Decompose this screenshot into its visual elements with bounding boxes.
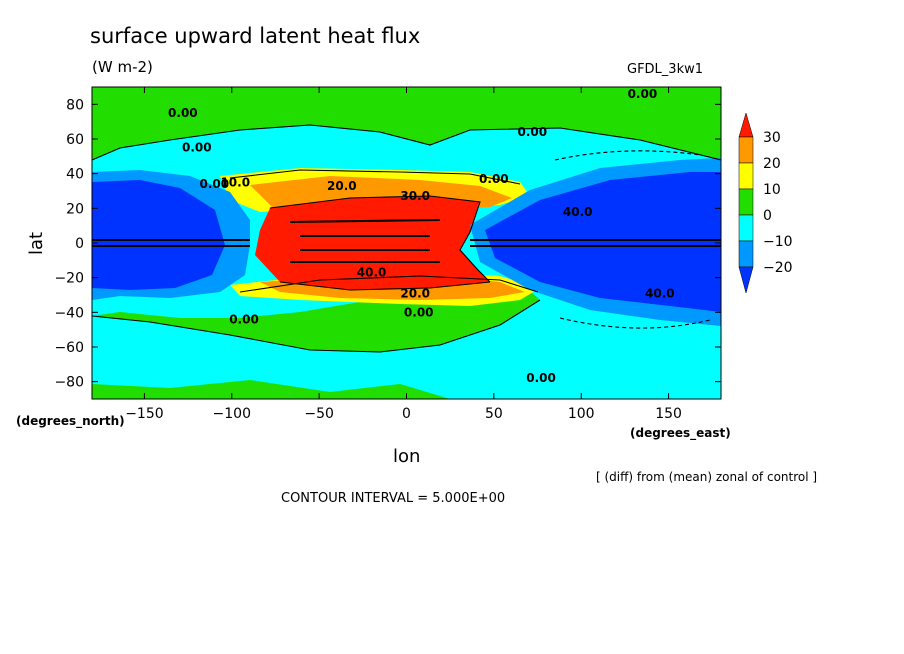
diff-annotation: [ (diff) from (mean) zonal of control ] — [596, 470, 818, 484]
y-axis-units: (degrees_north) — [16, 414, 125, 428]
contour-region-green-antarctic — [92, 380, 450, 399]
contour-label: 10.0 — [220, 175, 250, 189]
contour-label: 40.0 — [357, 265, 387, 279]
y-tick-label: −60 — [54, 340, 84, 356]
x-axis-units: (degrees_east) — [630, 426, 731, 440]
colorbar-swatch — [738, 214, 754, 242]
y-tick-label: 40 — [66, 167, 84, 183]
contour-region-darkblue-east — [485, 172, 721, 312]
y-tick-label: −20 — [54, 271, 84, 287]
x-tick-label: 150 — [655, 406, 682, 422]
x-axis-label: lon — [393, 446, 421, 467]
contour-lines — [92, 124, 721, 353]
y-tick-label: 60 — [66, 132, 84, 148]
x-axis-ticks: −150 −100 −50 0 50 100 150 — [125, 87, 682, 422]
y-axis-ticks: 80 60 40 20 0 −20 −40 −60 −80 — [54, 97, 721, 391]
dense-contours — [92, 219, 721, 263]
chart-title: surface upward latent heat flux — [90, 24, 421, 48]
contour-label: 20.0 — [400, 286, 430, 300]
y-tick-label: 0 — [75, 236, 84, 252]
y-tick-label: −40 — [54, 305, 84, 321]
model-label: GFDL_3kw1 — [627, 62, 704, 77]
contour-label: 0.00 — [479, 172, 509, 186]
colorbar-label: −20 — [763, 260, 793, 276]
x-tick-label: 50 — [485, 406, 503, 422]
contour-region-darkblue-west — [92, 180, 225, 290]
colorbar-swatch — [738, 136, 754, 164]
y-tick-label: −80 — [54, 375, 84, 391]
x-tick-label: −150 — [125, 406, 163, 422]
contour-region-green-north — [92, 87, 721, 160]
contour-field — [92, 87, 721, 399]
chart-units: (W m-2) — [92, 58, 153, 76]
colorbar-swatch — [738, 188, 754, 216]
contour-label: 0.00 — [229, 312, 259, 326]
colorbar-arrow-top — [738, 112, 754, 138]
colorbar-label: 20 — [763, 156, 781, 172]
contour-label: 40.0 — [645, 286, 675, 300]
x-tick-label: −50 — [304, 406, 334, 422]
contour-label: 0.00 — [200, 177, 230, 191]
contour-label: 40.0 — [563, 205, 593, 219]
colorbar-label: 10 — [763, 182, 781, 198]
colorbar: 30 20 10 0 −10 −20 — [738, 112, 793, 294]
colorbar-label: 0 — [763, 208, 772, 224]
contour-label: 30.0 — [400, 189, 430, 203]
x-tick-label: 0 — [402, 406, 411, 422]
y-tick-label: 80 — [66, 97, 84, 113]
colorbar-arrow-bottom — [738, 266, 754, 294]
y-tick-label: 20 — [66, 201, 84, 217]
contour-label: 0.00 — [628, 87, 658, 101]
colorbar-swatch — [738, 162, 754, 190]
contour-label: 0.00 — [182, 141, 212, 155]
contour-label: 20.0 — [327, 179, 357, 193]
colorbar-swatch — [738, 240, 754, 268]
contour-label: 0.00 — [517, 125, 547, 139]
contour-label: 0.00 — [168, 106, 198, 120]
colorbar-label: −10 — [763, 234, 793, 250]
x-tick-label: 100 — [568, 406, 595, 422]
contour-label: 0.00 — [404, 305, 434, 319]
colorbar-label: 30 — [763, 130, 781, 146]
contour-interval: CONTOUR INTERVAL = 5.000E+00 — [281, 491, 506, 506]
contour-label: 0.00 — [526, 371, 556, 385]
x-tick-label: −100 — [213, 406, 251, 422]
